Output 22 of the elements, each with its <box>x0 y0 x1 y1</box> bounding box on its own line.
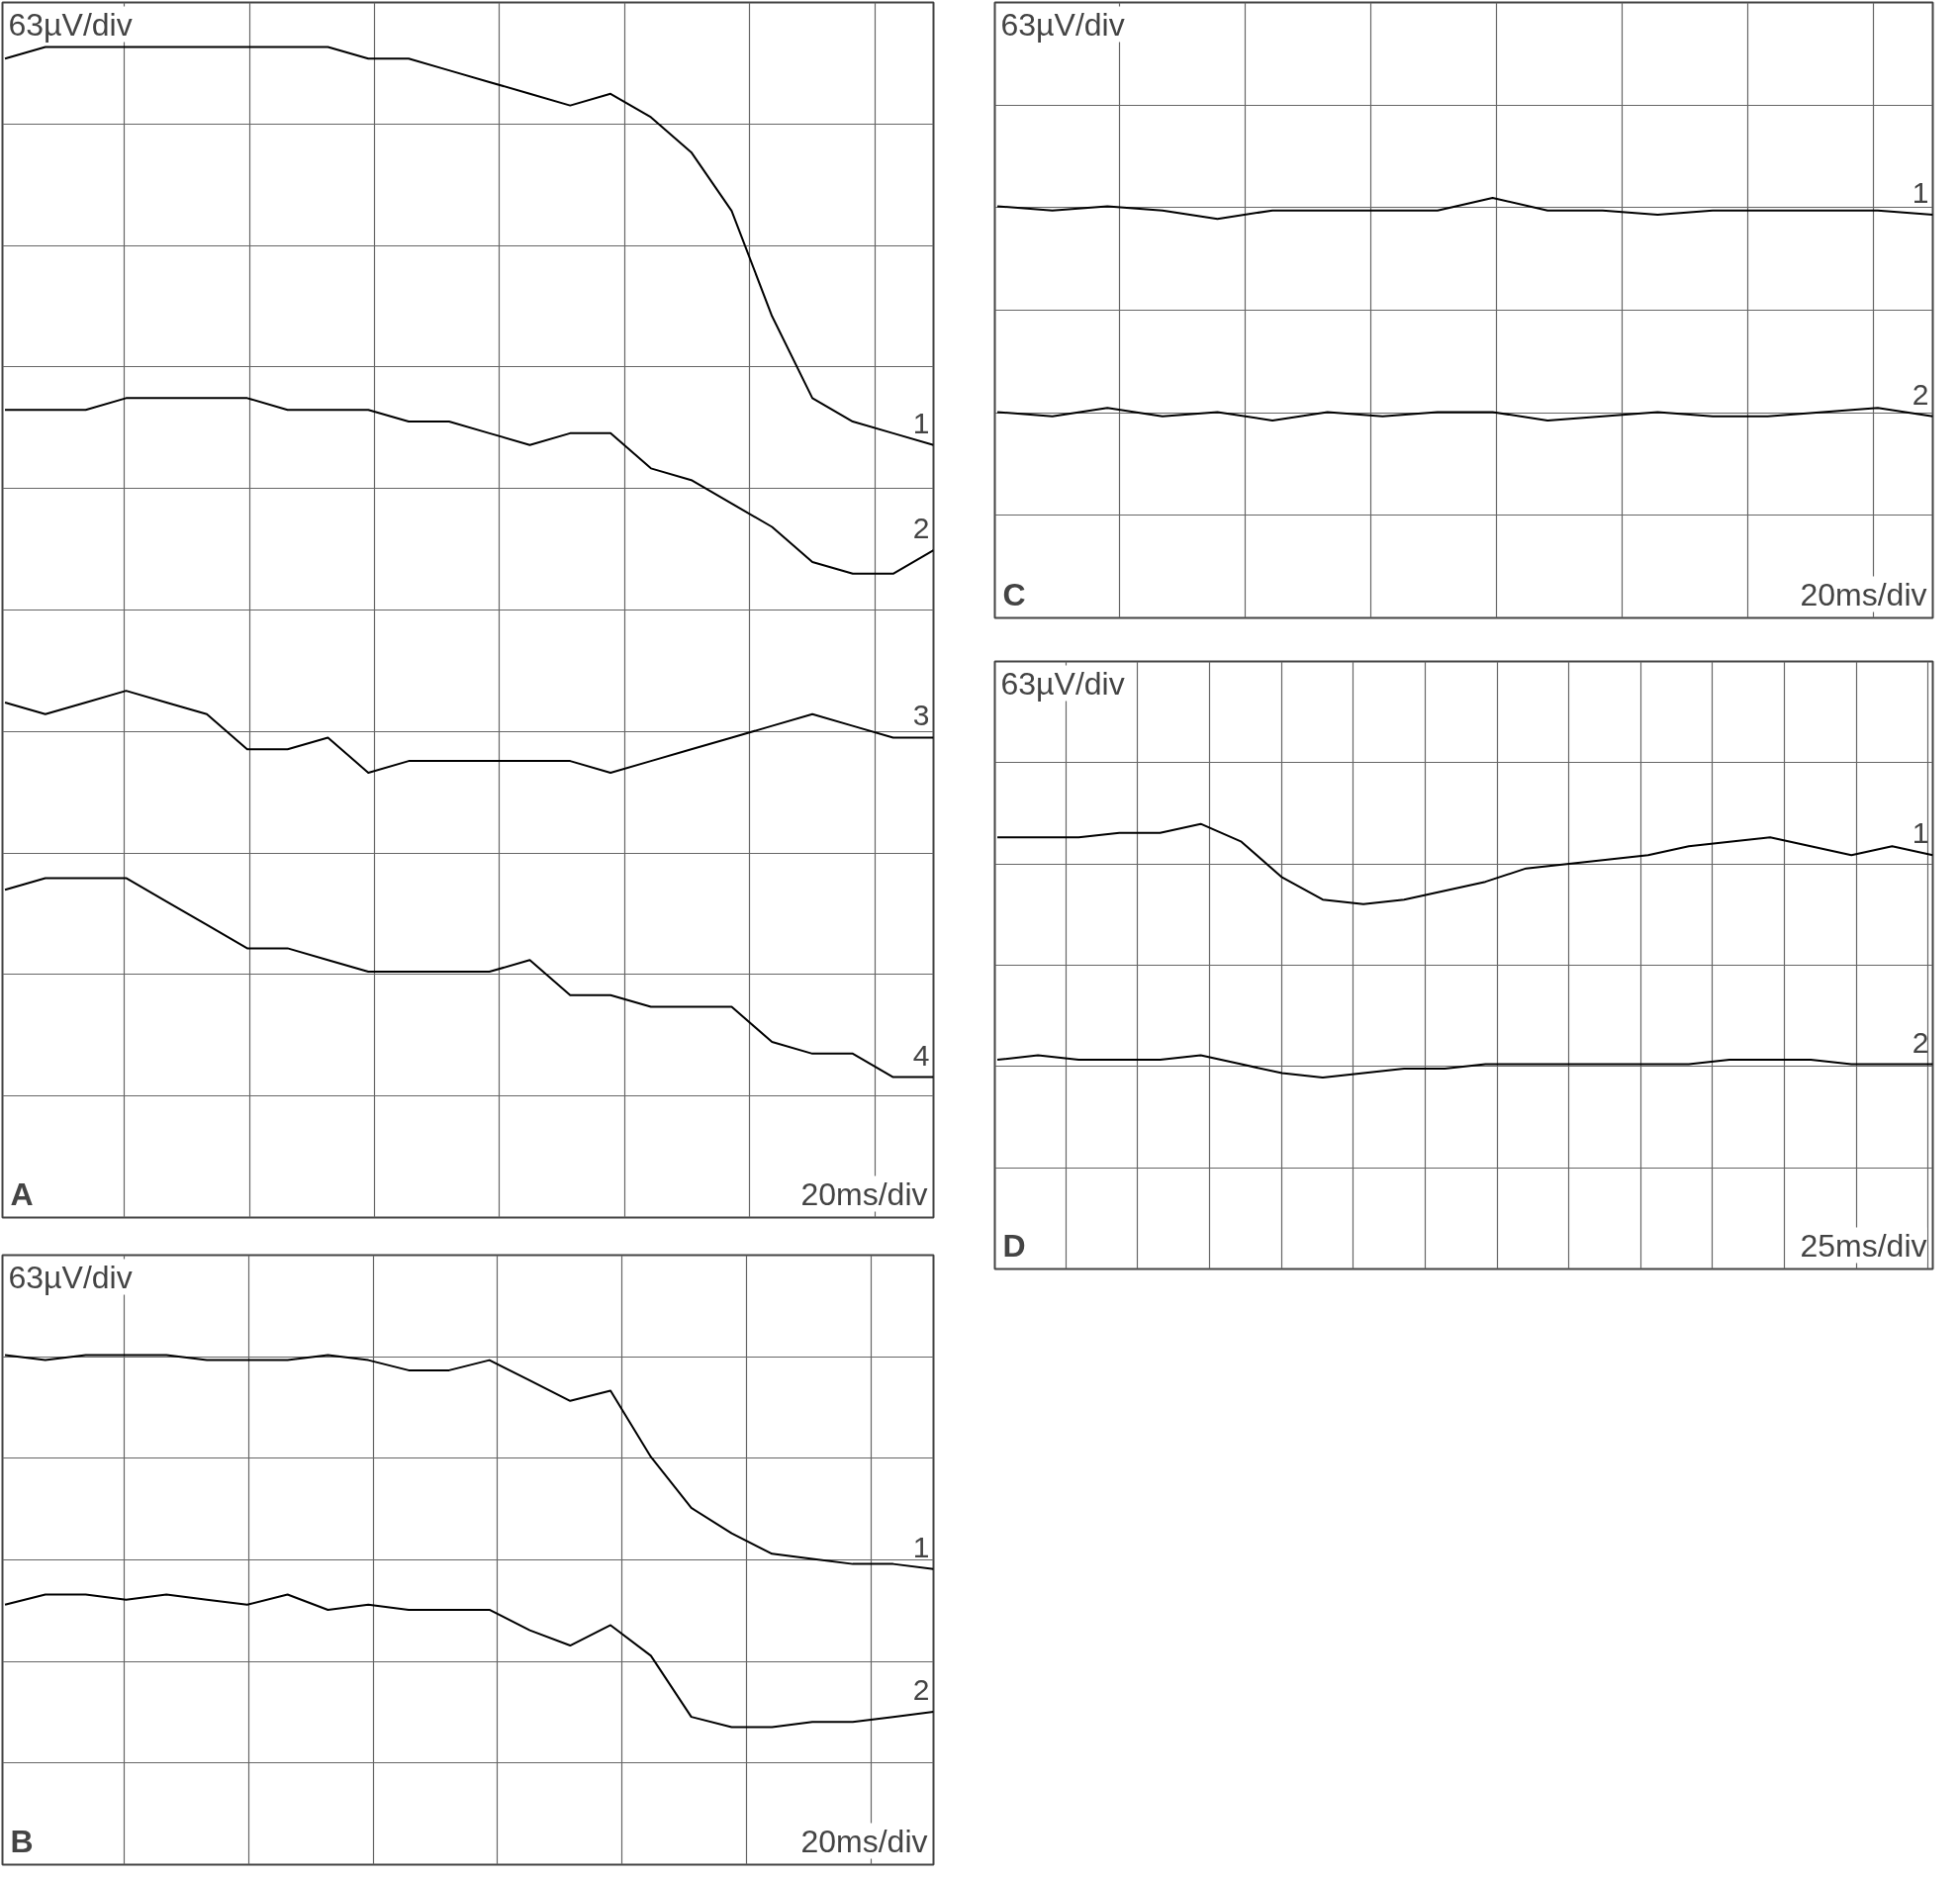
text: A <box>10 1175 34 1212</box>
series-label: 1 <box>912 406 930 439</box>
text: 63µV/div <box>8 6 133 43</box>
text: 63µV/div <box>1000 6 1125 43</box>
series-label: 1 <box>912 1530 930 1563</box>
annotation: 20ms/div <box>800 1175 928 1212</box>
series-label: 2 <box>1912 377 1929 411</box>
series-label: 3 <box>912 699 930 732</box>
annotation: 25ms/div <box>1800 1227 1927 1264</box>
series-label: 2 <box>912 1672 930 1706</box>
series-label: 1 <box>1912 175 1929 209</box>
annotation: 20ms/div <box>800 1823 928 1859</box>
text: B <box>10 1823 34 1859</box>
text: C <box>1002 576 1026 612</box>
annotation: 20ms/div <box>1800 576 1927 612</box>
series-label: 4 <box>912 1038 930 1072</box>
series-label: 2 <box>912 512 930 545</box>
series-label: 1 <box>1912 816 1929 850</box>
text: 63µV/div <box>1000 665 1125 702</box>
text: D <box>1002 1227 1026 1264</box>
series-label: 2 <box>1912 1025 1929 1059</box>
text: 63µV/div <box>8 1259 133 1295</box>
